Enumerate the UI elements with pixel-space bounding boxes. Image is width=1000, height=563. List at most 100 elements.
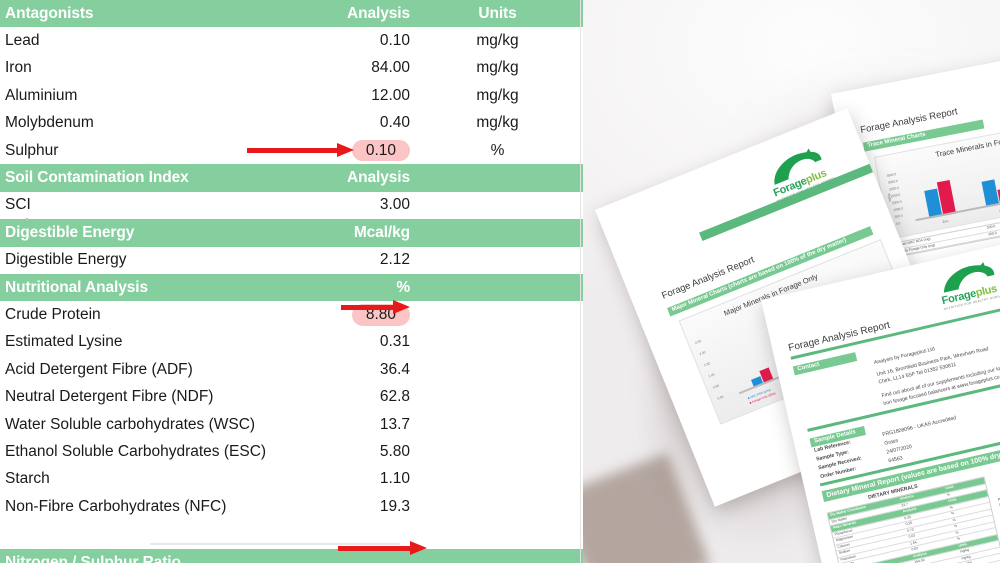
highlighted-value-sulphur: 0.10 <box>351 140 410 162</box>
forage-analysis-table: Antagonists Analysis Units Lead 0.10 mg/… <box>0 0 583 520</box>
document-dietary-mineral-report: Forageplus NUTRITION FOR HEALTHY HORSES … <box>761 240 1000 563</box>
row-value: 2.12 <box>379 251 410 269</box>
row-value-2: 58.0 <box>411 438 583 465</box>
row-label: Starch <box>5 470 50 488</box>
table-row: Starch 1.10 11.0 <box>0 466 583 493</box>
chart-y-tick: 500.0 <box>894 213 903 220</box>
row-units: mg/kg <box>476 59 519 77</box>
row-value-cell: 0.10 <box>305 137 411 164</box>
forageplus-logo: Forageplus NUTRITION FOR HEALTHY HORSES <box>935 256 1000 311</box>
section-col2-header: Analysis <box>347 169 410 187</box>
table-row: Water Soluble carbohydrates (WSC) 13.7 1… <box>0 411 583 438</box>
ghost-rule <box>0 542 583 550</box>
document-major-mineral-charts: Forageplus NUTRITION FOR HEALTHY HORSES … <box>595 108 968 507</box>
row-value: 84.00 <box>371 59 410 77</box>
section-col2-header: % <box>396 278 410 296</box>
sample-detail-value: Grass <box>883 437 899 447</box>
row-value: 0.10 <box>379 32 410 50</box>
row-label: Iron <box>5 59 32 77</box>
section-col3-header: g/kg <box>411 274 583 301</box>
chart-y-tick: 2500.0 <box>888 185 900 192</box>
row-value: 12.00 <box>371 86 410 104</box>
section-title: Soil Contamination Index <box>5 169 189 187</box>
section-col3-header <box>411 164 583 191</box>
highlighted-value-crude-protein: 8.80 <box>351 304 410 326</box>
row-value: 0.40 <box>379 114 410 132</box>
cell-tick-mark <box>26 218 28 221</box>
row-value-cell: 8.80 <box>305 301 411 328</box>
section-col3-header <box>411 549 583 563</box>
chart-y-tick: 1.00 <box>707 372 716 379</box>
chart-y-tick: 0.50 <box>712 383 720 390</box>
chart-y-tick: 1500.0 <box>891 199 902 206</box>
row-label: Aluminium <box>5 86 78 104</box>
row-units <box>411 192 583 219</box>
row-value-2: 88.0 <box>411 301 583 328</box>
row-value-2: 364.0 <box>411 356 583 383</box>
forage-analysis-table-panel: Antagonists Analysis Units Lead 0.10 mg/… <box>0 0 583 563</box>
section-title: Antagonists <box>5 4 94 22</box>
row-label: Ethanol Soluble Carbohydrates (ESC) <box>5 442 267 460</box>
table-row-crude-protein-highlighted: Crude Protein 8.80 88.0 <box>0 301 583 328</box>
section-title: Nutritional Analysis <box>5 278 148 296</box>
row-value: 19.3 <box>379 497 410 515</box>
table-row: Molybdenum 0.40 mg/kg <box>0 110 583 137</box>
row-label: SCI <box>5 196 31 214</box>
sample-detail-value: FRG1808096 - UKAS Accredited <box>881 415 957 439</box>
table-row: Iron 84.00 mg/kg <box>0 55 583 82</box>
table-body: Antagonists Analysis Units Lead 0.10 mg/… <box>0 0 583 520</box>
table-row: Neutral Detergent Fibre (NDF) 62.8 628.0 <box>0 383 583 410</box>
section-col2-header: Analysis <box>347 4 410 22</box>
table-row: Digestible Energy 2.12 8.88 <box>0 247 583 274</box>
row-units: mg/kg <box>476 86 519 104</box>
chart-y-tick: 0.0 <box>895 221 901 226</box>
section-col2-header <box>305 549 411 563</box>
row-value-2: 628.0 <box>411 383 583 410</box>
table-row: Estimated Lysine 0.31 3.1 <box>0 329 583 356</box>
chart-y-tick: 1.50 <box>703 361 711 368</box>
chart-y-tick: 0.00 <box>716 394 725 401</box>
row-value: 5.80 <box>379 442 410 460</box>
section-col2-header: Mcal/kg <box>353 223 410 241</box>
section-header-soil-contamination-index: Soil Contamination Index Analysis <box>0 164 583 192</box>
chart-y-tick: 3500.0 <box>886 172 897 178</box>
section-gap <box>0 520 583 543</box>
row-value: 62.8 <box>379 388 410 406</box>
section-col3-header: Units <box>478 4 517 22</box>
chart-y-tick: 1000.0 <box>892 206 904 213</box>
row-value: 13.7 <box>379 415 410 433</box>
table-row: Non-Fibre Carbohydrates (NFC) 19.3 193.0 <box>0 493 583 520</box>
row-value: 36.4 <box>379 360 410 378</box>
table-row: Lead 0.10 mg/kg <box>0 27 583 54</box>
row-units: mg/kg <box>476 114 519 132</box>
row-label: Water Soluble carbohydrates (WSC) <box>5 415 256 433</box>
row-label: Digestible Energy <box>5 251 127 269</box>
horse-head-icon <box>944 262 995 293</box>
chart-y-tick: 3000.0 <box>887 178 898 185</box>
row-units: % <box>490 141 505 159</box>
row-units: mg/kg <box>476 32 519 50</box>
row-label: Crude Protein <box>5 305 101 323</box>
table-row: Aluminium 12.00 mg/kg <box>0 82 583 109</box>
chart-y-tick: 2.50 <box>694 338 702 346</box>
row-label: Estimated Lysine <box>5 333 123 351</box>
row-label: Non-Fibre Carbohydrates (NFC) <box>5 497 227 515</box>
nitrogen-sulphur-table: Nitrogen / Sulphur Ratio Nitrogen / Sulp… <box>0 549 583 563</box>
row-value-2: 11.0 <box>411 466 583 493</box>
table-row: SCI 3.00 <box>0 192 583 219</box>
horse-head-icon <box>774 148 822 185</box>
section-title: Nitrogen / Sulphur Ratio <box>5 554 181 563</box>
chart-y-tick: 2.00 <box>698 350 707 357</box>
table-row: Ethanol Soluble Carbohydrates (ESC) 5.80… <box>0 438 583 465</box>
table-row: Acid Detergent Fibre (ADF) 36.4 364.0 <box>0 356 583 383</box>
row-value: 1.10 <box>379 470 410 488</box>
chart-y-tick: 2000.0 <box>890 192 901 199</box>
section-header-antagonists: Antagonists Analysis Units <box>0 0 583 28</box>
row-value-2: 193.0 <box>411 493 583 520</box>
row-label: Sulphur <box>5 141 59 159</box>
section-title: Digestible Energy <box>5 223 135 241</box>
sheet-right-edge <box>580 0 581 563</box>
row-value-2: 3.1 <box>411 329 583 356</box>
section-col3-header: MJ/kg <box>411 219 583 246</box>
row-label: Molybdenum <box>5 114 94 132</box>
